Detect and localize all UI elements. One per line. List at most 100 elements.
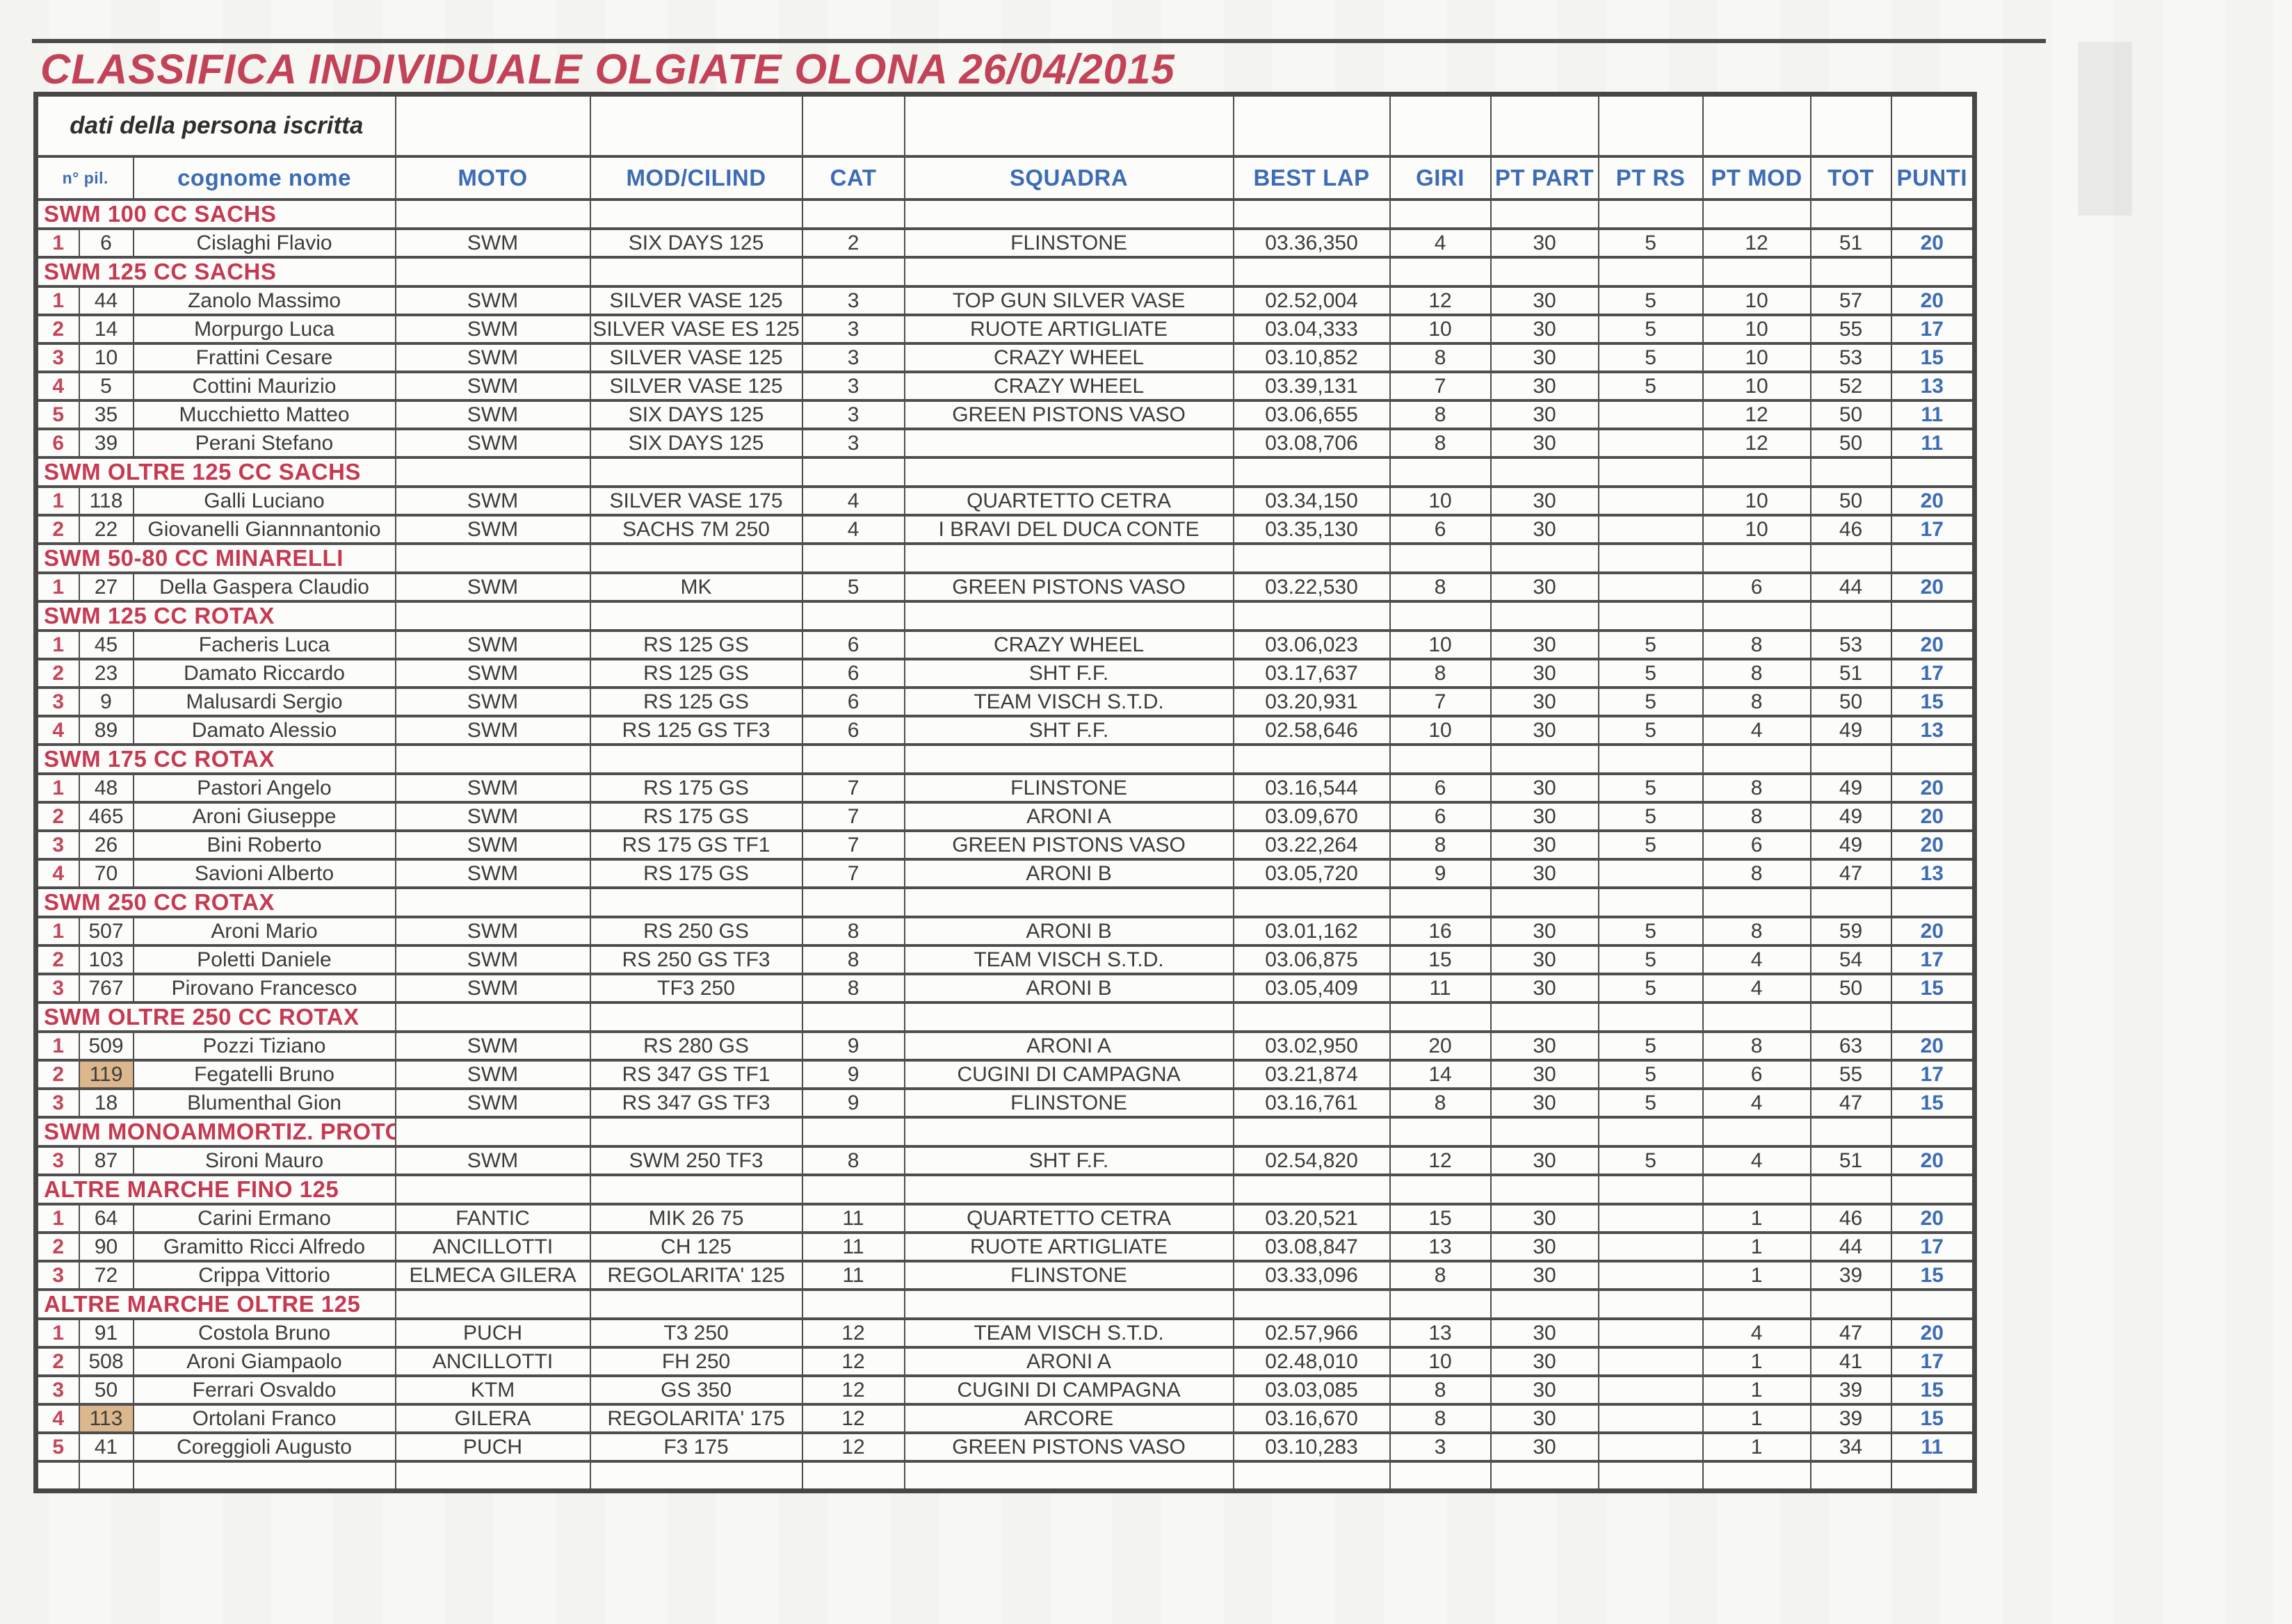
moto-cell: SWM: [394, 1059, 591, 1090]
giri-cell: 16: [1389, 916, 1492, 947]
name-cell: Costola Bruno: [132, 1317, 396, 1349]
punti-cell: 17: [1890, 1059, 1976, 1090]
position-cell: 2: [35, 658, 80, 689]
mod-cell: SIX DAYS 125: [589, 399, 803, 430]
ptrs-cell: 5: [1597, 772, 1704, 804]
cat-cell: 7: [801, 772, 905, 804]
position-cell: 2: [35, 514, 80, 545]
giri-cell: 3: [1389, 1431, 1492, 1463]
section-title: SWM 250 CC ROTAX: [35, 886, 396, 918]
moto-cell: SWM: [394, 916, 591, 947]
mod-cell: TF3 250: [589, 973, 803, 1004]
giri-cell: 8: [1389, 1260, 1492, 1291]
best-cell: 03.06,023: [1232, 629, 1391, 660]
best-cell: 03.22,530: [1232, 571, 1391, 603]
tot-cell: 47: [1809, 1087, 1892, 1119]
ptpart-cell: 30: [1490, 686, 1599, 717]
giri-cell: 10: [1389, 629, 1492, 660]
giri-cell: 6: [1389, 514, 1492, 545]
ptmod-cell: 12: [1702, 399, 1811, 430]
squadra-cell: [903, 428, 1234, 459]
ptrs-cell: 5: [1597, 916, 1704, 947]
tot-cell: 47: [1809, 1317, 1892, 1349]
table-row: 2 23 Damato Riccardo SWM RS 125 GS 6 SHT F.F. 0…: [35, 658, 1976, 689]
col-header-pt-rs: PT RS: [1597, 155, 1704, 201]
ptpart-cell: 30: [1490, 1203, 1599, 1234]
name-cell: Morpurgo Luca: [132, 314, 396, 345]
tot-cell: 41: [1809, 1346, 1892, 1377]
table-row: 2 22 Giovanelli Giannnantonio SWM SACHS 7M 2…: [35, 514, 1976, 545]
squadra-cell: GREEN PISTONS VASO: [903, 571, 1234, 603]
mod-cell: SILVER VASE ES 125: [589, 314, 803, 345]
position-cell: 1: [35, 1203, 80, 1234]
cat-cell: 9: [801, 1059, 905, 1090]
table-row: 4 70 Savioni Alberto SWM RS 175 GS 7 ARONI B 03…: [35, 858, 1976, 889]
table-row: 1 45 Facheris Luca SWM RS 125 GS 6 CRAZY WHEEL…: [35, 629, 1976, 660]
squadra-cell: SHT F.F.: [903, 658, 1234, 689]
section-header-row: SWM 125 CC ROTAX: [35, 600, 1976, 632]
ptmod-cell: 8: [1702, 629, 1811, 660]
position-cell: 6: [35, 428, 80, 459]
tot-cell: 54: [1809, 944, 1892, 975]
ptpart-cell: 30: [1490, 1030, 1599, 1062]
num-cell: 18: [78, 1087, 134, 1119]
squadra-cell: CUGINI DI CAMPAGNA: [903, 1374, 1234, 1406]
col-header-pt-part: PT PART: [1490, 155, 1599, 201]
name-cell: Zanolo Massimo: [132, 285, 396, 316]
squadra-cell: ARONI A: [903, 1030, 1234, 1062]
ptmod-cell: 10: [1702, 314, 1811, 345]
col-header-giri: GIRI: [1389, 155, 1492, 201]
tot-cell: 44: [1809, 1231, 1892, 1262]
giri-cell: 12: [1389, 1145, 1492, 1176]
giri-cell: 20: [1389, 1030, 1492, 1062]
giri-cell: 6: [1389, 772, 1492, 804]
num-cell: 103: [78, 944, 134, 975]
table-row: 2 103 Poletti Daniele SWM RS 250 GS TF3 8 TEAM…: [35, 944, 1976, 975]
tot-cell: 49: [1809, 772, 1892, 804]
num-cell: 10: [78, 342, 134, 373]
name-cell: Perani Stefano: [132, 428, 396, 459]
section-header-row: SWM 100 CC SACHS: [35, 198, 1976, 230]
section-header-row: SWM 50-80 CC MINARELLI: [35, 542, 1976, 574]
cat-cell: 6: [801, 629, 905, 660]
num-cell: 509: [78, 1030, 134, 1062]
punti-cell: 20: [1890, 1203, 1976, 1234]
moto-cell: SWM: [394, 715, 591, 746]
best-cell: 03.39,131: [1232, 371, 1391, 402]
ptrs-cell: 5: [1597, 658, 1704, 689]
ptpart-cell: 30: [1490, 1317, 1599, 1349]
num-cell: 767: [78, 973, 134, 1004]
giri-cell: 4: [1389, 227, 1492, 259]
position-cell: 4: [35, 371, 80, 402]
squadra-cell: SHT F.F.: [903, 715, 1234, 746]
moto-cell: SWM: [394, 829, 591, 861]
best-cell: 03.08,847: [1232, 1231, 1391, 1262]
position-cell: 3: [35, 829, 80, 861]
ptrs-cell: [1597, 1346, 1704, 1377]
moto-cell: SWM: [394, 314, 591, 345]
moto-cell: ANCILLOTTI: [394, 1231, 591, 1262]
squadra-cell: TOP GUN SILVER VASE: [903, 285, 1234, 316]
squadra-cell: SHT F.F.: [903, 1145, 1234, 1176]
squadra-cell: TEAM VISCH S.T.D.: [903, 686, 1234, 717]
ptmod-cell: 1: [1702, 1231, 1811, 1262]
punti-cell: 20: [1890, 571, 1976, 603]
tot-cell: 49: [1809, 829, 1892, 861]
table-row: 3 87 Sironi Mauro SWM SWM 250 TF3 8 SHT F.F. 02…: [35, 1145, 1976, 1176]
tot-cell: 50: [1809, 686, 1892, 717]
best-cell: 03.06,655: [1232, 399, 1391, 430]
giri-cell: 10: [1389, 715, 1492, 746]
position-cell: 1: [35, 916, 80, 947]
ptrs-cell: 5: [1597, 973, 1704, 1004]
position-cell: 2: [35, 1346, 80, 1377]
num-cell: 44: [78, 285, 134, 316]
ptpart-cell: 30: [1490, 1260, 1599, 1291]
table-row: 2 119 Fegatelli Bruno SWM RS 347 GS TF1 9 CUGI…: [35, 1059, 1976, 1090]
table-row: 1 6 Cislaghi Flavio SWM SIX DAYS 125 2 FLINSTO…: [35, 227, 1976, 259]
cat-cell: 12: [801, 1431, 905, 1463]
moto-cell: ELMECA GILERA: [394, 1260, 591, 1291]
tot-cell: 57: [1809, 285, 1892, 316]
ptmod-cell: 6: [1702, 829, 1811, 861]
position-cell: 4: [35, 858, 80, 889]
position-cell: 1: [35, 485, 80, 517]
